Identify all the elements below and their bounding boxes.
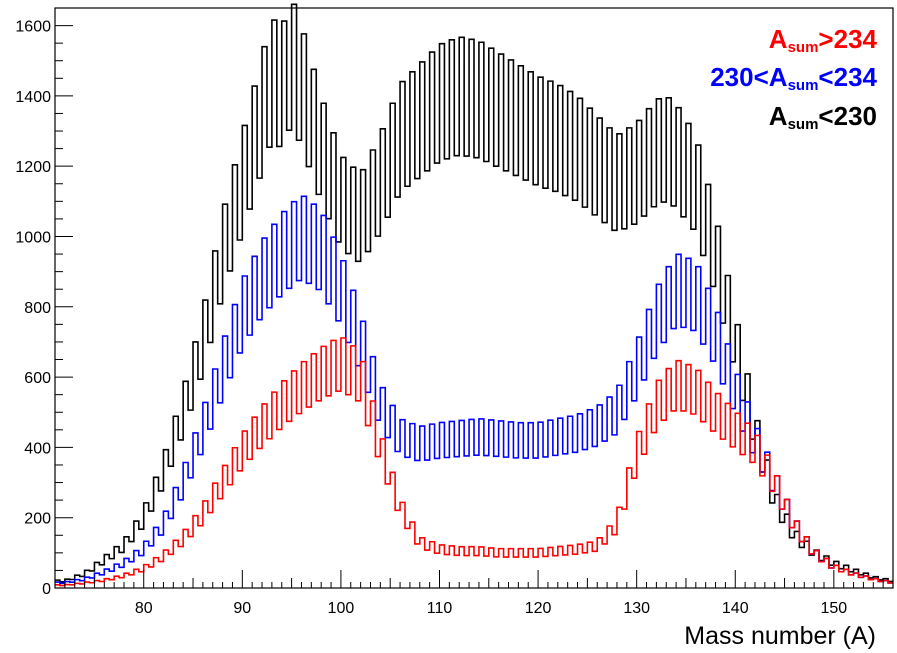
x-tick-label: 150 [820, 600, 847, 617]
plot-frame [54, 7, 894, 589]
y-tick-label: 800 [24, 300, 51, 317]
series-line [55, 3, 893, 583]
legend-entry: Asum<230 [769, 101, 877, 133]
legend-base: A [769, 101, 788, 131]
x-tick-label: 140 [722, 600, 749, 617]
y-tick-label: 0 [42, 581, 51, 598]
legend-prefix: 230< [710, 62, 769, 92]
series-line [55, 337, 893, 587]
y-tick-label: 1400 [15, 89, 51, 106]
y-tick-label: 600 [24, 370, 51, 387]
legend-rest: >234 [818, 24, 877, 54]
legend-base: A [769, 62, 788, 92]
x-tick-label: 120 [525, 600, 552, 617]
x-tick-label: 90 [233, 600, 251, 617]
y-tick-label: 1600 [15, 19, 51, 36]
y-tick-label: 200 [24, 511, 51, 528]
y-tick-label: 400 [24, 440, 51, 457]
y-tick-label: 1000 [15, 229, 51, 246]
series-layer [55, 3, 893, 587]
x-axis-title: Mass number (A) [684, 622, 876, 650]
legend-base: A [769, 24, 788, 54]
x-tick-label: 110 [427, 600, 453, 617]
legend-entry: 230<Asum<234 [710, 62, 877, 94]
legend-subscript: sum [788, 116, 819, 133]
x-tick-label: 130 [623, 600, 650, 617]
legend-entry: Asum>234 [769, 24, 878, 56]
axes-layer: 80 90 100 110 120 130 140 150 0 200 400 600 800 1000 1… [15, 7, 894, 617]
legend-subscript: sum [788, 39, 819, 56]
legend-rest: <234 [818, 62, 877, 92]
series-line [55, 195, 893, 585]
legend-subscript: sum [788, 77, 819, 94]
legend-rest: <230 [818, 101, 877, 131]
x-tick-label: 80 [135, 600, 153, 617]
x-tick-label: 100 [328, 600, 355, 617]
y-tick-label: 1200 [15, 159, 51, 176]
